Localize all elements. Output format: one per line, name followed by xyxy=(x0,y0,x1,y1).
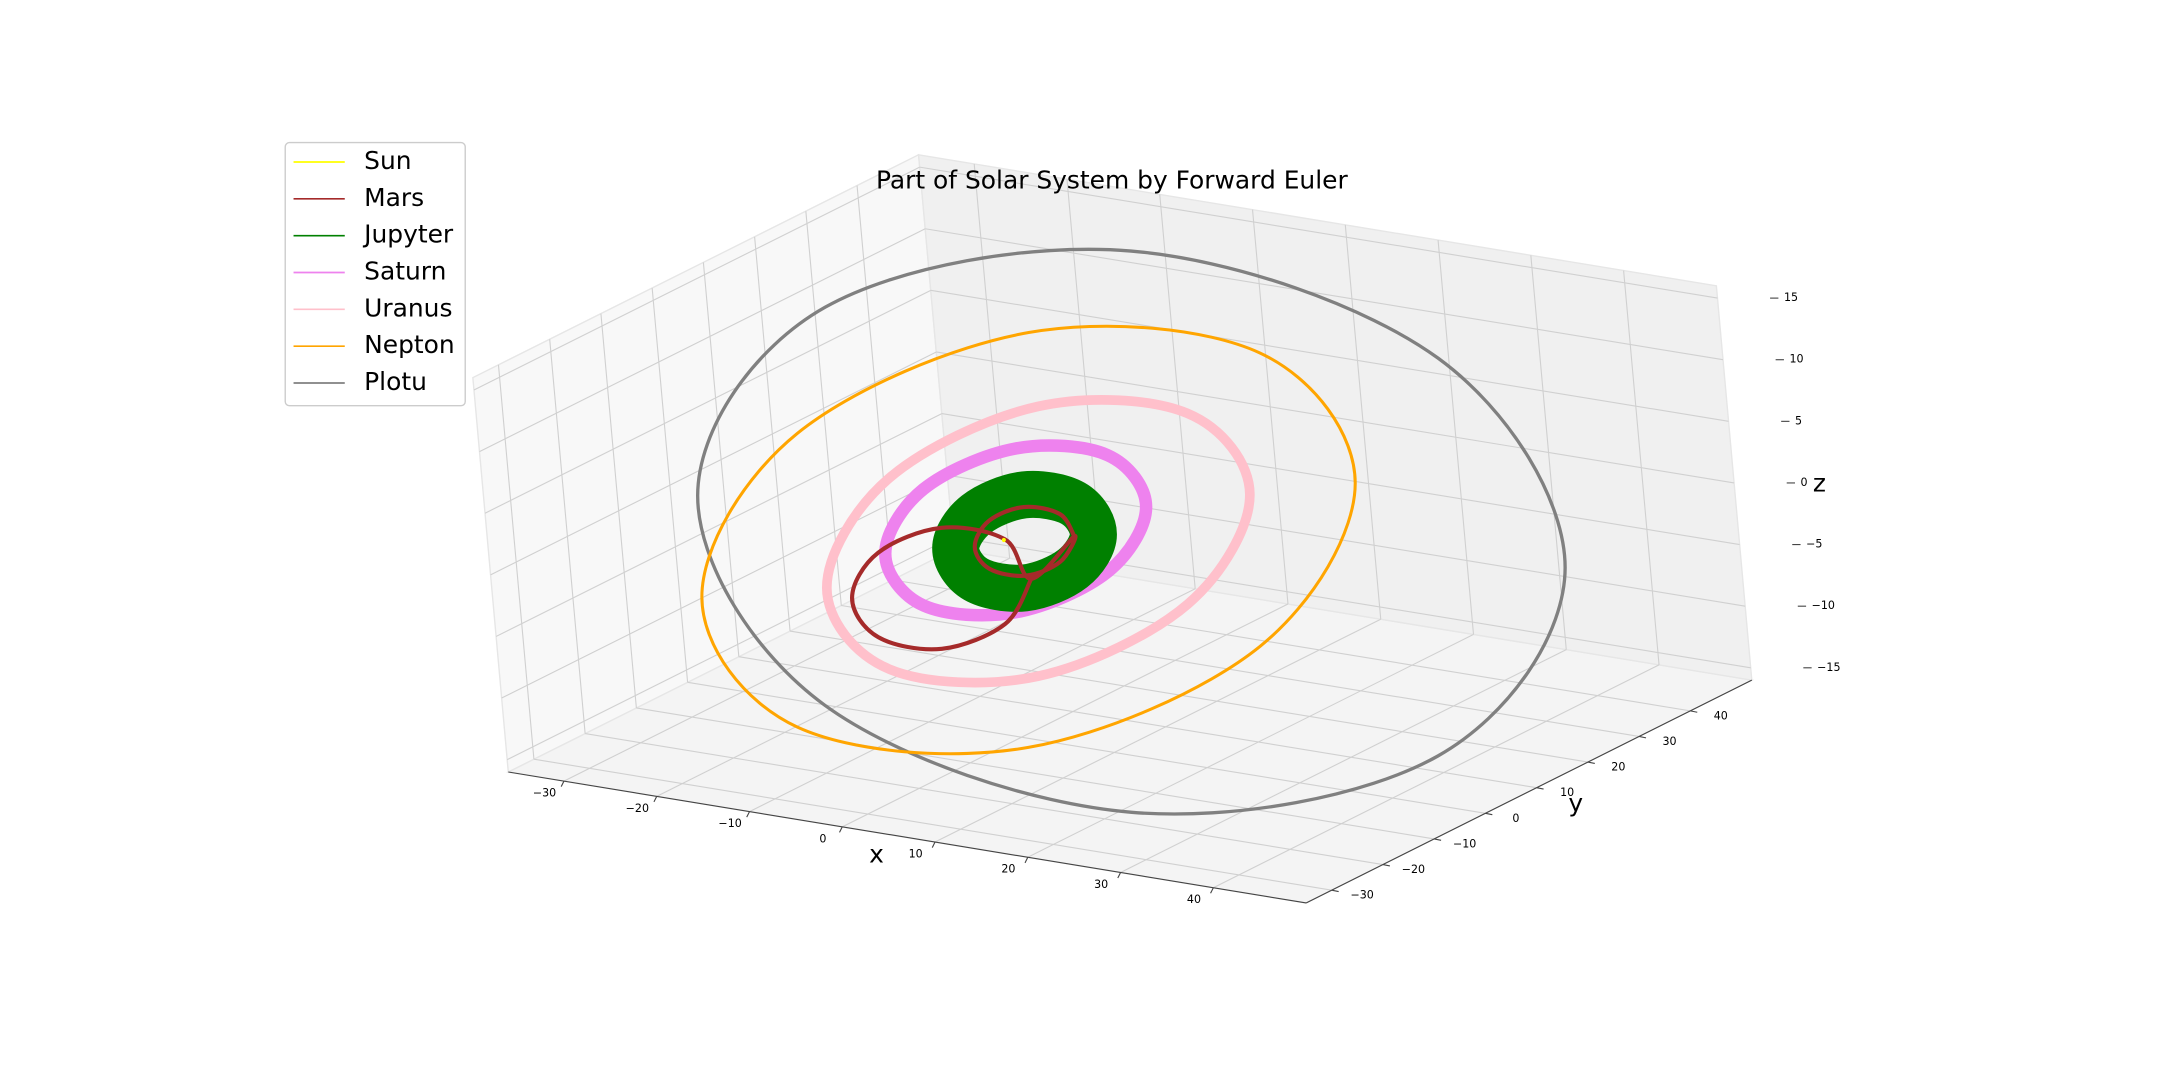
z-tick-label: 15 xyxy=(1784,291,1798,304)
x-grid-floor xyxy=(749,588,1196,813)
x-tick-label: 10 xyxy=(909,848,923,861)
x-tick-label: 30 xyxy=(1094,878,1108,891)
labels: −30 −20 −10 0 10 20 30 40 −30 −20 −10 0 10 20 30 40 −15 −… xyxy=(508,291,1841,906)
z-tick-label: −15 xyxy=(1817,661,1840,674)
y-tick xyxy=(1587,761,1595,765)
y-tick xyxy=(1536,787,1544,790)
orbit xyxy=(821,395,1255,688)
x-tick-label: 0 xyxy=(819,832,826,845)
legend-label: Jupyter xyxy=(362,220,454,249)
x-tick-label: −20 xyxy=(626,802,649,815)
x-tick-label: −10 xyxy=(718,817,741,830)
y-tick-label: −20 xyxy=(1402,863,1425,876)
y-tick-label: 40 xyxy=(1714,709,1728,722)
z-grid-left xyxy=(473,166,920,391)
z-tick-label: 10 xyxy=(1789,353,1803,366)
y-tick xyxy=(1690,710,1698,713)
y-tick-label: 20 xyxy=(1611,761,1625,774)
x-tick xyxy=(1117,872,1122,879)
orbit xyxy=(696,247,1567,816)
y-axis-line xyxy=(1305,679,1753,904)
y-tick-label: 30 xyxy=(1663,735,1677,748)
y-grid-floor xyxy=(636,707,1435,840)
y-tick xyxy=(1382,864,1390,867)
z-grid-left xyxy=(484,289,931,514)
x-tick-label: 20 xyxy=(1001,863,1015,876)
y-grid-floor xyxy=(841,604,1640,738)
y-tick xyxy=(1331,889,1339,893)
grid xyxy=(473,163,1751,891)
z-tick-label: 5 xyxy=(1795,414,1802,427)
y-grid-floor xyxy=(533,758,1332,891)
z-grid-back xyxy=(941,413,1740,546)
z-tick-label: 0 xyxy=(1801,476,1808,489)
legend-label: Plotu xyxy=(364,367,427,396)
x-grid-floor xyxy=(934,618,1381,843)
y-tick xyxy=(1485,812,1493,816)
x-tick xyxy=(653,796,658,803)
y-tick-label: 10 xyxy=(1560,786,1574,799)
z-tick-label: −5 xyxy=(1806,538,1822,551)
legend-label: Sun xyxy=(364,146,411,175)
x-tick xyxy=(1024,857,1029,864)
orbit xyxy=(700,324,1357,756)
x-grid-floor xyxy=(1213,664,1660,889)
z-axis-label: z xyxy=(1813,469,1826,498)
x-tick-label: 40 xyxy=(1187,893,1201,906)
x-grid-floor xyxy=(1027,633,1474,858)
z-grid-left xyxy=(479,228,926,453)
orbit xyxy=(850,504,1078,652)
y-tick-label: 0 xyxy=(1512,812,1519,825)
y-grid-floor xyxy=(738,656,1537,789)
y-grid-floor xyxy=(789,630,1588,763)
z-grid-left xyxy=(495,413,943,637)
legend-label: Uranus xyxy=(364,293,452,322)
z-grid-left xyxy=(490,351,937,576)
sun-point xyxy=(1001,537,1006,543)
y-axis-label: y xyxy=(1568,788,1583,817)
x-grid-floor xyxy=(563,557,1010,782)
z-tick-label: −10 xyxy=(1812,599,1835,612)
y-tick xyxy=(1638,735,1647,739)
y-tick-label: −10 xyxy=(1453,837,1476,850)
x-tick xyxy=(746,811,750,818)
x-tick-label: −30 xyxy=(533,787,556,800)
x-tick xyxy=(1210,887,1214,894)
z-grid-back xyxy=(930,289,1729,422)
orbit xyxy=(932,470,1117,612)
x-tick xyxy=(560,780,565,787)
x-axis-label: x xyxy=(869,840,884,869)
x-tick xyxy=(931,841,936,848)
legend: Sun Mars Jupyter Saturn Uranus Nepton Plotu xyxy=(284,141,466,407)
legend-label: Nepton xyxy=(364,330,455,359)
z-grid-back xyxy=(919,166,1718,299)
x-grid-floor xyxy=(842,603,1289,828)
curves xyxy=(696,247,1567,816)
chart-title: Part of Solar System by Forward Euler xyxy=(876,165,1348,194)
x-axis-line xyxy=(508,771,1307,904)
y-grid-floor xyxy=(585,733,1384,866)
x-tick xyxy=(838,826,843,833)
legend-box xyxy=(284,141,466,407)
legend-label: Saturn xyxy=(364,256,446,285)
z-grid-left xyxy=(506,536,954,761)
x-grid-floor xyxy=(1120,649,1567,874)
legend-label: Mars xyxy=(364,183,424,212)
y-tick xyxy=(1434,838,1442,841)
y-tick-label: −30 xyxy=(1351,889,1374,902)
